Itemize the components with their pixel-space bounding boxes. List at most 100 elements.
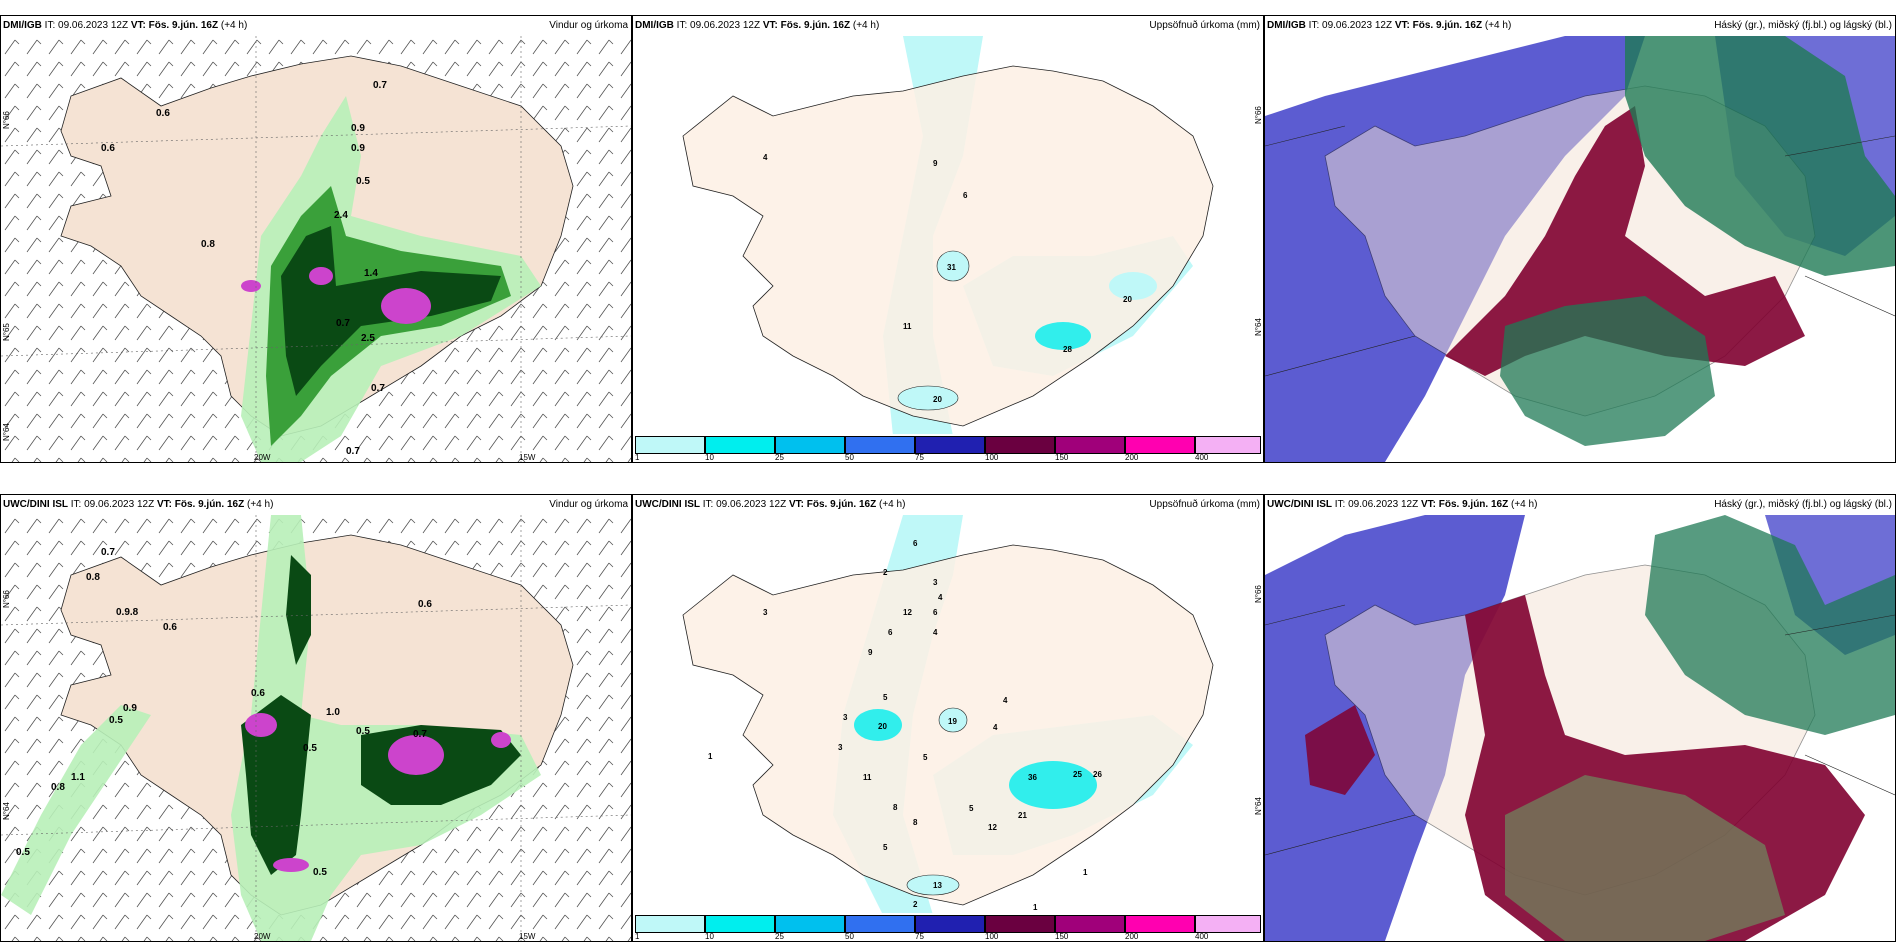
accum-value: 11	[903, 322, 912, 331]
lead-time: (+4 h)	[220, 20, 248, 31]
accum-value: 9	[868, 648, 873, 657]
precip-heavy	[273, 858, 309, 872]
graticule	[1, 604, 631, 836]
colorbar-swatch	[915, 915, 985, 933]
accum-value: 9	[933, 159, 938, 168]
precip-value: 0.5	[16, 847, 30, 858]
graticule	[1, 125, 631, 357]
init-time: IT: 09.06.2023 12Z	[676, 20, 761, 31]
precip-value: 0.5	[313, 867, 327, 878]
axis-labels: N°66 N°64	[1254, 585, 1263, 815]
accum-value: 1	[1033, 903, 1038, 912]
precip-value: 1.4	[364, 268, 378, 279]
accum-value: 26	[1093, 770, 1102, 779]
precip-value: 0.7	[413, 729, 427, 740]
precip-value: 0.8	[86, 572, 100, 583]
model-name: DMI/IGB	[1267, 20, 1306, 31]
precip-value: 0.9.8	[116, 607, 139, 618]
colorbar-tick: 150	[1055, 932, 1069, 941]
lon-label: 15W	[519, 932, 536, 941]
colorbar-swatch	[705, 915, 775, 933]
lat-label: N°66	[2, 111, 11, 129]
colorbar-swatch	[1055, 436, 1125, 454]
lead-time: (+4 h)	[247, 499, 274, 510]
colorbar: 1 10 25 50 75 100 150 200 400	[633, 434, 1263, 462]
accum-labels: 6 2 3 4 12 6 6 4 3 9 3 5 20 19 4 3 11 5 …	[708, 539, 1102, 912]
valid-time: VT: Fös. 9.jún. 16Z	[1420, 499, 1509, 510]
colorbar-tick: 25	[775, 453, 784, 462]
colorbar-swatch	[775, 436, 845, 454]
panel-header: UWC/DINI ISL IT: 09.06.2023 12Z VT: Fös.…	[633, 495, 1263, 515]
colorbar-tick: 75	[915, 932, 924, 941]
accum-value: 36	[1028, 773, 1037, 782]
init-time: IT: 09.06.2023 12Z	[1334, 499, 1419, 510]
precip-heavy	[388, 735, 444, 775]
precip-band-dark	[286, 555, 311, 665]
valid-time: VT: Fös. 9.jún. 16Z	[1394, 20, 1483, 31]
valid-time: VT: Fös. 9.jún. 16Z	[130, 20, 219, 31]
accum-value: 11	[863, 773, 872, 782]
accum-value: 8	[893, 803, 898, 812]
accum-value: 5	[969, 804, 974, 813]
precip-value: 1.1	[71, 772, 85, 783]
precip-heavy	[309, 267, 333, 285]
precip-value: 0.7	[346, 446, 360, 457]
iceland-land	[682, 65, 1214, 427]
precip-value: 0.9	[351, 143, 365, 154]
precip-value: 0.7	[373, 80, 387, 91]
accum-value: 25	[1073, 770, 1082, 779]
model-name: DMI/IGB	[635, 20, 674, 31]
colorbar-tick: 50	[845, 932, 854, 941]
colorbar-swatch	[845, 915, 915, 933]
accum-value: 4	[763, 153, 768, 162]
panel-title: Háský (gr.), miðský (fj.bl.) og lágský (…	[1714, 499, 1892, 510]
colorbar-swatch	[705, 436, 775, 454]
accum-value: 6	[888, 628, 893, 637]
axis-labels: N°66 N°64	[1254, 106, 1263, 336]
cloud-map	[1265, 36, 1895, 462]
model-name: UWC/DINI ISL	[1267, 499, 1332, 510]
accum-value: 3	[843, 713, 848, 722]
graticule	[1265, 125, 1895, 377]
lead-time: (+4 h)	[1484, 20, 1512, 31]
accum-value: 3	[838, 743, 843, 752]
lat-label: N°64	[2, 802, 11, 820]
precip-value: 0.5	[356, 176, 370, 187]
model-name: UWC/DINI ISL	[635, 499, 700, 510]
colorbar-tick: 75	[915, 453, 924, 462]
accum-value: 1	[1083, 868, 1088, 877]
panel-title: Uppsöfnuð úrkoma (mm)	[1149, 499, 1260, 510]
lat-label: N°64	[1254, 797, 1263, 815]
model-name: DMI/IGB	[3, 20, 42, 31]
colorbar-tick: 200	[1125, 932, 1139, 941]
graticule	[255, 36, 522, 462]
precip-value: 0.6	[418, 599, 432, 610]
panel-header: UWC/DINI ISL IT: 09.06.2023 12Z VT: Fös.…	[1, 495, 631, 515]
panel-title: Vindur og úrkoma	[549, 499, 628, 510]
precip-value: 0.6	[163, 622, 177, 633]
accum-cell	[1009, 761, 1097, 809]
lead-time: (+4 h)	[1511, 499, 1538, 510]
high-cloud	[1505, 775, 1785, 941]
panel-header: DMI/IGB IT: 09.06.2023 12Z VT: Fös. 9.jú…	[633, 16, 1263, 36]
accum-value: 5	[923, 753, 928, 762]
precip-band-light	[1, 705, 151, 915]
precip-value: 0.7	[371, 383, 385, 394]
precip-value: 0.8	[51, 782, 65, 793]
lat-label: N°66	[1254, 585, 1263, 603]
accum-value: 1	[708, 752, 713, 761]
wind-precip-map: 0.6 0.6 0.7 0.9 0.9 0.5 2.4 0.8 1.4 0.7 …	[1, 36, 631, 462]
lon-label: 20W	[254, 453, 271, 462]
precip-heavy	[491, 732, 511, 748]
mid-cloud	[1305, 705, 1375, 795]
lat-label: N°65	[2, 323, 11, 341]
precip-heavy	[245, 713, 277, 737]
colorbar: 1 10 25 50 75 100 150 200 400	[633, 913, 1263, 941]
accum-value: 8	[913, 818, 918, 827]
accum-precip-map: 6 2 3 4 12 6 6 4 3 9 3 5 20 19 4 3 11 5 …	[682, 515, 1263, 915]
accum-value: 19	[948, 717, 957, 726]
colorbar-tick: 400	[1195, 932, 1209, 941]
panel-title: Uppsöfnuð úrkoma (mm)	[1149, 20, 1260, 31]
precip-labels: 0.7 0.8 0.9.8 0.6 0.6 0.6 0.9 0.5 1.1 0.…	[16, 547, 432, 878]
precip-value: 0.7	[336, 318, 350, 329]
